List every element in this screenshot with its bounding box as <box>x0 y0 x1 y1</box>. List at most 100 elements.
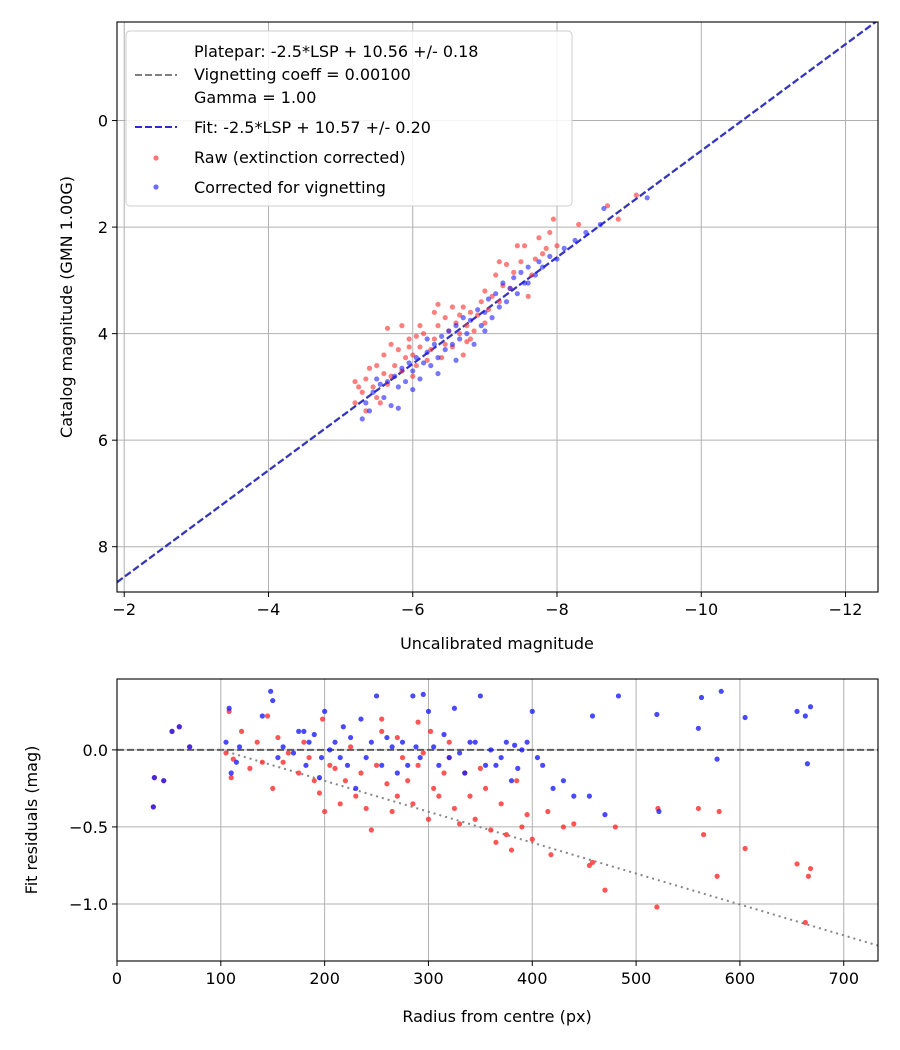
bottom-corrected-point <box>431 744 437 750</box>
bottom-raw-point <box>498 801 504 807</box>
bottom-corrected-point <box>515 765 521 771</box>
top-raw-point <box>503 261 510 267</box>
bottom-raw-point <box>394 734 400 741</box>
bottom-corrected-point <box>347 734 354 741</box>
bottom-raw-point <box>394 793 400 799</box>
top-raw-point <box>413 362 419 369</box>
top-corrected-point <box>601 205 607 212</box>
bottom-corrected-point <box>337 754 343 761</box>
top-raw-point <box>496 299 502 305</box>
top-corrected-point <box>424 336 430 342</box>
bottom-corrected-point <box>519 747 525 753</box>
bottom-y-tick-label: −1.0 <box>69 895 108 914</box>
top-raw-point <box>435 323 441 329</box>
bottom-raw-point <box>420 750 426 756</box>
bottom-raw-point <box>714 873 720 879</box>
top-corrected-point <box>482 309 488 315</box>
bottom-plot: 0 100 200 300 400 500 600 700 0.0 −0.5 −1.0 Radiu… <box>22 678 879 1026</box>
top-corrected-point <box>428 362 434 369</box>
bottom-raw-point <box>410 801 416 807</box>
bottom-corrected-point <box>268 688 274 694</box>
top-raw-point <box>633 192 639 198</box>
bottom-raw-point <box>379 716 385 722</box>
bottom-raw-point <box>254 739 260 745</box>
top-corrected-point <box>525 264 531 270</box>
bottom-y-axis-label: Fit residuals (mag) <box>22 746 41 895</box>
top-raw-point <box>478 299 484 305</box>
top-corrected-point <box>500 280 506 286</box>
top-x-ticks: −2 −4 −6 −8 −10 −12 <box>112 592 862 619</box>
bottom-corrected-point <box>550 785 556 792</box>
top-raw-point <box>359 389 365 395</box>
bottom-corrected-point <box>436 762 442 768</box>
bottom-corrected-point <box>399 739 406 745</box>
bottom-x-tick-label: 500 <box>621 969 652 988</box>
top-corrected-point <box>399 365 405 371</box>
top-raw-point <box>576 221 582 228</box>
bottom-corrected-point <box>425 708 432 714</box>
bottom-raw-point <box>425 816 432 822</box>
bottom-corrected-point <box>151 775 157 781</box>
top-corrected-point <box>449 341 456 347</box>
bottom-corrected-point <box>615 693 622 699</box>
top-raw-point <box>410 352 416 358</box>
top-corrected-point <box>420 360 427 366</box>
top-corrected-point <box>384 378 391 385</box>
top-x-tick-label: −12 <box>829 600 863 619</box>
bottom-corrected-point <box>462 770 468 776</box>
top-corrected-point <box>525 280 531 286</box>
top-raw-point <box>482 320 488 326</box>
top-raw-point <box>475 312 481 318</box>
bottom-corrected-point <box>270 697 276 704</box>
bottom-raw-point <box>327 762 333 768</box>
bottom-corrected-point <box>534 754 541 761</box>
legend-raw-marker <box>153 155 159 161</box>
top-corrected-point <box>467 317 474 323</box>
top-corrected-point <box>453 323 459 329</box>
top-corrected-point <box>438 333 445 339</box>
top-raw-point <box>489 293 495 299</box>
top-corrected-point <box>359 416 365 422</box>
top-raw-point <box>406 336 412 342</box>
bottom-corrected-point <box>358 716 364 722</box>
top-raw-point <box>485 307 492 313</box>
bottom-raw-point <box>311 778 317 784</box>
top-corrected-point <box>547 253 553 259</box>
top-corrected-point <box>374 376 380 382</box>
bottom-corrected-point <box>223 739 229 745</box>
bottom-plot-frame <box>116 678 879 962</box>
top-raw-point <box>395 347 401 353</box>
legend-box <box>125 30 573 207</box>
bottom-raw-point <box>223 750 229 756</box>
top-corrected-point <box>381 394 387 401</box>
bottom-corrected-point <box>472 739 478 745</box>
top-raw-point <box>442 315 448 321</box>
top-raw-point <box>352 400 358 406</box>
bottom-corrected-point <box>742 714 748 721</box>
legend-raw-label: Raw (extinction corrected) <box>194 148 406 167</box>
top-raw-point <box>388 341 394 347</box>
bottom-corrected-point <box>410 693 416 699</box>
bottom-raw-point <box>306 754 312 761</box>
bottom-raw-point <box>589 859 596 865</box>
top-x-axis-label: Uncalibrated magnitude <box>400 634 594 653</box>
bottom-x-tick-label: 0 <box>112 969 122 988</box>
bottom-corrected-point <box>389 744 395 750</box>
top-raw-point <box>554 243 560 249</box>
top-corrected-point <box>503 299 510 305</box>
legend-vignetting-label: Vignetting coeff = 0.00100 <box>194 65 411 84</box>
bottom-raw-point <box>285 750 291 756</box>
top-raw-point <box>388 373 394 379</box>
top-raw-point <box>547 229 553 236</box>
bottom-corrected-point <box>413 744 419 750</box>
bottom-raw-point <box>482 785 489 792</box>
bottom-corrected-point <box>176 724 182 730</box>
top-raw-point <box>431 336 437 342</box>
top-corrected-point <box>482 328 488 334</box>
bottom-corrected-point <box>656 808 662 815</box>
bottom-corrected-point <box>290 750 297 756</box>
bottom-corrected-point <box>405 762 411 768</box>
top-raw-point <box>442 341 448 347</box>
bottom-corrected-point <box>417 754 423 761</box>
bottom-corrected-point <box>508 778 515 784</box>
